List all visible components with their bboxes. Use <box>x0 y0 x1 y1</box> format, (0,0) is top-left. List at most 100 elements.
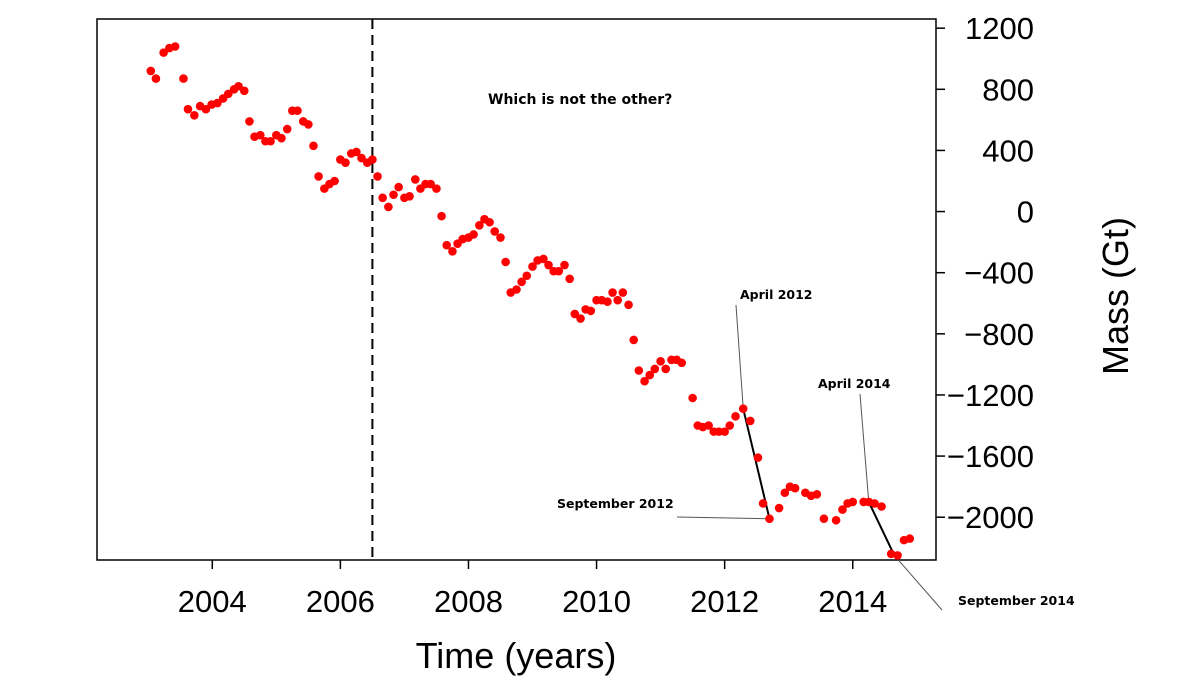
data-point <box>838 505 847 514</box>
data-point <box>905 534 915 543</box>
data-point <box>512 285 521 294</box>
data-point <box>170 42 180 51</box>
data-point <box>378 193 387 203</box>
data-point <box>688 393 697 403</box>
data-point <box>352 147 361 157</box>
data-point <box>293 106 302 115</box>
data-point <box>304 120 313 129</box>
data-point <box>277 133 286 143</box>
y-tick-label: 0 <box>1017 195 1034 230</box>
annotation-leader <box>676 516 770 520</box>
plot-frame <box>96 18 937 561</box>
trend-segments <box>742 408 896 556</box>
annotation-label: April 2014 <box>818 376 891 391</box>
data-point <box>544 260 553 270</box>
data-point <box>528 262 537 271</box>
data-point <box>812 489 822 499</box>
data-point <box>437 211 446 221</box>
data-point <box>565 274 574 284</box>
data-point <box>240 86 249 96</box>
x-axis: 2004 2006 2008 2010 2012 2014 <box>178 560 887 619</box>
x-tick-label: 2006 <box>306 584 375 619</box>
data-point <box>190 110 199 120</box>
data-point <box>780 488 790 498</box>
data-point <box>522 271 532 281</box>
data-point <box>645 370 655 380</box>
data-point <box>870 499 879 508</box>
data-point <box>640 376 649 386</box>
y-axis: 1200 800 400 0 −400 −800 −1200 −1600 −2000 <box>936 11 1034 535</box>
data-point <box>765 514 774 524</box>
data-point <box>725 421 735 430</box>
x-tick-label: 2010 <box>562 584 631 619</box>
data-point <box>539 254 548 264</box>
data-point <box>634 366 644 375</box>
data-point <box>223 89 233 99</box>
data-point <box>448 246 457 256</box>
data-point <box>624 300 633 310</box>
x-tick-label: 2014 <box>818 584 887 619</box>
data-point <box>560 260 569 270</box>
y-tick-label: −1600 <box>947 439 1034 474</box>
x-tick-label: 2012 <box>690 584 759 619</box>
data-point <box>405 191 414 201</box>
data-point <box>753 453 763 462</box>
data-point <box>330 176 339 186</box>
data-point <box>554 266 564 276</box>
data-points <box>146 42 915 560</box>
data-point <box>576 314 585 323</box>
data-point <box>201 104 211 114</box>
y-tick-label: −2000 <box>947 500 1034 535</box>
data-point <box>266 136 275 146</box>
annotation-leader <box>893 555 943 611</box>
data-point <box>603 297 612 307</box>
annotation-leaders <box>676 304 943 611</box>
data-point <box>389 190 398 200</box>
data-point <box>256 130 265 140</box>
data-point <box>213 98 222 108</box>
data-point <box>745 416 755 426</box>
data-point <box>496 233 505 242</box>
data-point <box>394 182 403 192</box>
data-point <box>618 288 628 297</box>
data-point <box>848 497 858 507</box>
data-point <box>234 81 243 91</box>
data-point <box>586 306 596 316</box>
data-point <box>608 288 617 297</box>
data-point <box>245 117 254 126</box>
data-point <box>282 124 292 134</box>
data-point <box>656 357 665 366</box>
data-point <box>893 551 902 560</box>
annotation-label: April 2012 <box>740 287 813 302</box>
data-point <box>357 153 366 163</box>
data-point <box>384 202 393 212</box>
y-tick-label: 1200 <box>965 11 1034 46</box>
data-point <box>485 217 494 227</box>
y-tick-label: 800 <box>982 72 1034 107</box>
annotation-label: September 2012 <box>557 496 674 511</box>
data-point <box>570 309 580 319</box>
annotation-leader <box>735 304 744 409</box>
data-point <box>677 358 687 368</box>
annotation-text: Which is not the other? <box>488 92 672 108</box>
x-axis-title: Time (years) <box>416 635 617 676</box>
data-point <box>819 514 829 524</box>
data-point <box>341 158 350 167</box>
data-point <box>774 503 784 513</box>
data-point <box>183 104 193 114</box>
data-point <box>704 421 713 430</box>
data-point <box>146 66 156 76</box>
data-point <box>314 172 323 181</box>
data-point <box>720 427 729 436</box>
data-point <box>159 48 168 57</box>
data-point <box>517 277 526 287</box>
data-point <box>650 364 660 374</box>
data-point <box>373 172 382 181</box>
data-point <box>179 74 188 83</box>
y-tick-label: −400 <box>964 256 1034 291</box>
data-point <box>368 155 377 164</box>
data-point <box>501 257 510 267</box>
annotation-labels: April 2012 September 2012 April 2014 Septem… <box>557 287 1075 608</box>
data-point <box>432 184 441 193</box>
